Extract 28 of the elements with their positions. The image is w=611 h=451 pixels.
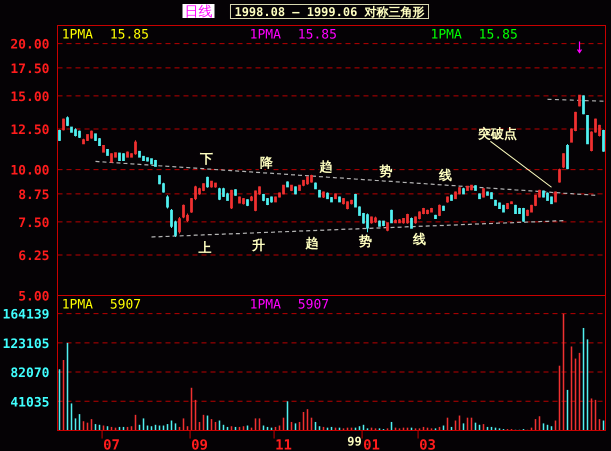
y-tick-label: 20.00	[10, 38, 50, 53]
y-tick-label: 5.00	[18, 290, 50, 304]
chart-title: 1998.08 — 1999.06 对称三角形	[234, 5, 425, 19]
y-tick-label: 12.50	[10, 123, 50, 138]
y-tick-label: 6.25	[18, 248, 50, 264]
annotation: 1PMA 15.85	[62, 28, 149, 42]
y-tick-label: 82070	[10, 366, 50, 382]
x-tick-label: 11	[275, 438, 292, 451]
chart-subtitle: 日线	[184, 4, 212, 20]
y-tick-label: 10.00	[10, 164, 50, 179]
y-tick-label: 15.00	[10, 90, 50, 105]
annotation: 1PMA 5907	[250, 298, 330, 312]
text: 99	[347, 434, 362, 448]
x-tick-label: 01	[363, 438, 380, 451]
x-tick-label: 03	[419, 438, 436, 451]
x-tick-label: 07	[103, 438, 120, 451]
x-tick-label: 09	[191, 438, 208, 451]
annotation: 1PMA 15.85	[430, 28, 518, 42]
y-tick-label: 7.50	[18, 216, 50, 231]
y-tick-label: 17.50	[10, 62, 50, 77]
y-tick-label: 123105	[2, 336, 50, 352]
annotation: 1PMA 15.85	[250, 28, 337, 42]
y-tick-label: 41035	[10, 395, 50, 410]
annotation: 突破点	[477, 126, 518, 142]
series-label: 上升趋势线	[198, 232, 426, 256]
annotation: 1PMA 5907	[62, 298, 142, 312]
y-tick-label: 164139	[2, 308, 50, 323]
y-tick-label: 8.75	[18, 188, 50, 203]
